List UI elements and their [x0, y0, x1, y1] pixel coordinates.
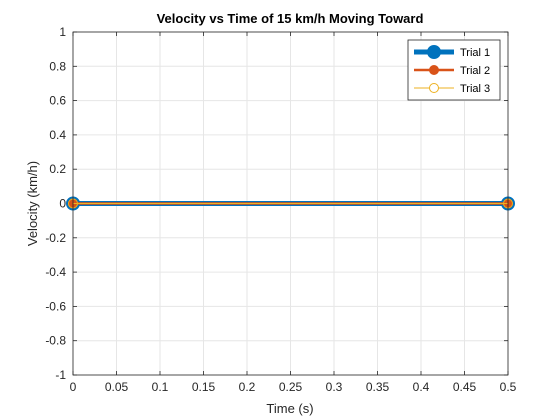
y-tick-label: -0.8 — [45, 334, 66, 348]
legend-swatch-marker — [427, 45, 441, 59]
x-tick-label: 0.45 — [453, 380, 477, 394]
y-tick-label: 0 — [59, 197, 66, 211]
x-tick-label: 0.2 — [239, 380, 256, 394]
x-tick-label: 0.05 — [105, 380, 129, 394]
y-tick-label: -1 — [55, 368, 66, 382]
legend-label: Trial 1 — [460, 47, 490, 59]
legend-item: Trial 2 — [414, 65, 490, 77]
legend-swatch-marker — [429, 65, 439, 75]
chart-title: Velocity vs Time of 15 km/h Moving Towar… — [157, 11, 424, 26]
tick-labels: 0 0.05 0.1 0.15 0.2 0.25 0.3 0.35 0.4 0.45 0.5 -1 -0… — [45, 25, 516, 394]
x-tick-label: 0.35 — [366, 380, 390, 394]
y-tick-label: 0.4 — [49, 128, 66, 142]
x-tick-label: 0 — [70, 380, 77, 394]
y-tick-label: 0.2 — [49, 162, 66, 176]
legend-item: Trial 1 — [414, 45, 490, 59]
legend-item: Trial 3 — [414, 83, 490, 95]
y-tick-label: -0.4 — [45, 265, 66, 279]
x-tick-label: 0.25 — [279, 380, 303, 394]
legend-label: Trial 2 — [460, 65, 490, 77]
legend: Trial 1 Trial 2 Trial 3 — [407, 39, 501, 101]
x-tick-label: 0.5 — [500, 380, 517, 394]
x-axis-label: Time (s) — [266, 401, 313, 416]
y-tick-label: 1 — [59, 25, 66, 39]
y-axis-label: Velocity (km/h) — [25, 161, 40, 246]
legend-label: Trial 3 — [460, 83, 490, 95]
plot-box — [72, 31, 509, 376]
legend-swatch-marker — [429, 83, 439, 93]
y-tick-label: 0.6 — [49, 94, 66, 108]
x-tick-label: 0.3 — [326, 380, 343, 394]
x-tick-label: 0.1 — [152, 380, 169, 394]
x-tick-label: 0.4 — [413, 380, 430, 394]
y-tick-label: -0.6 — [45, 299, 66, 313]
x-tick-label: 0.15 — [192, 380, 216, 394]
y-tick-label: -0.2 — [45, 231, 66, 245]
y-tick-label: 0.8 — [49, 59, 66, 73]
